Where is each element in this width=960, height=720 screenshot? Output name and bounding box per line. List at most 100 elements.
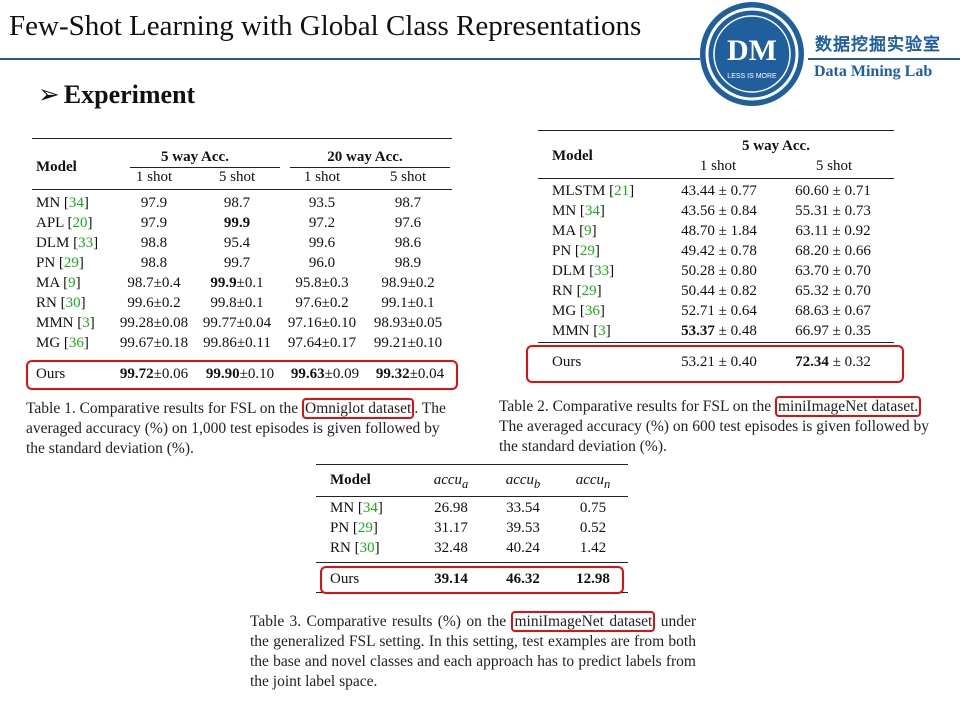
table1-cell: 98.6 [394,235,422,251]
table1-cell: 99.32±0.04 [375,366,445,382]
table1-cell: 97.9 [140,215,168,231]
table1-cell: 99.77±0.04 [202,315,272,331]
table1-cell: 97.64±0.17 [287,335,357,351]
model-name: RN [30] [330,540,380,556]
table2-cell: 53.37 ± 0.48 [681,323,757,339]
table1-cell: 99.6±0.2 [127,295,181,311]
table3-header-model: Model [330,472,371,488]
model-name: DLM [33] [552,263,615,279]
logo-tagline: LESS IS MORE [727,73,777,80]
table3-cell: 40.24 [506,540,540,556]
table2-cell: 55.31 ± 0.73 [795,203,871,219]
table2-cell: 53.21 ± 0.40 [681,354,757,370]
table1-cell: 99.28±0.08 [119,315,189,331]
model-name: PN [29] [552,243,600,259]
table2-cell: 68.20 ± 0.66 [795,243,871,259]
table1-cell: 99.7 [223,255,251,271]
miniimagenet-dataset-highlight-2: miniImageNet dataset [511,611,656,632]
table1-header-5way: 5 way Acc. [161,149,229,165]
table1-ours-highlight [26,360,458,390]
model-name: PN [29] [330,520,378,536]
model-name: MLSTM [21] [552,183,635,199]
table1-cell: 98.9 [394,255,422,271]
table2-subheader: 1 shot [699,158,737,174]
table3-generalized-fsl: Model accua accub accun MN [34] 26.98 33.5… [316,464,628,596]
table1-cell: 99.6 [308,235,336,251]
model-name: MN [34] [330,500,383,516]
lab-name-chinese: 数据挖掘实验室 [815,35,941,55]
table3-cell: 39.14 [434,571,468,587]
table2-cell: 65.32 ± 0.70 [795,283,871,299]
table3-cell: 39.53 [506,520,540,536]
table1-cell: 95.8±0.3 [295,275,349,291]
table3-header-accu-a: accua [433,472,469,491]
model-name: RN [30] [36,295,86,311]
table3-cell: 33.54 [506,500,540,516]
table1-cell: 99.90±0.10 [205,366,275,382]
table1-cell: 97.16±0.10 [287,315,357,331]
table1-cell: 99.67±0.18 [119,335,189,351]
table1-cell: 99.72±0.06 [119,366,189,382]
model-name: MMN [3] [36,315,95,331]
table1-model-name: Ours [36,366,66,382]
table3-header-accu-n: accun [575,472,611,491]
table2-header-5way: 5 way Acc. [742,138,810,154]
table1-subheader: 1 shot [135,169,173,185]
lab-name-english: Data Mining Lab [814,63,933,80]
arrow-bullet-icon: ➢ [38,80,60,110]
model-name: MA [9] [552,223,597,239]
section-heading-text: Experiment [63,80,196,109]
table1-header-20way: 20 way Acc. [327,149,403,165]
table2-cell: 60.60 ± 0.71 [795,183,871,199]
table3-cell: 26.98 [434,500,468,516]
table2-model-name: Ours [552,354,582,370]
table1-cell: 98.7±0.4 [127,275,181,291]
table2-miniimagenet: Model 5 way Acc. 1 shot 5 shot MLSTM [21… [538,130,894,380]
table1-cell: 99.63±0.09 [290,366,360,382]
table2-cell: 49.42 ± 0.78 [681,243,757,259]
model-name: DLM [33] [36,235,99,251]
table2-cell: 43.44 ± 0.77 [681,183,757,199]
table1-subheader: 1 shot [303,169,341,185]
table1-cell: 99.9±0.1 [210,275,264,291]
table1-cell: 98.7 [394,195,422,211]
model-name: MMN [3] [552,323,611,339]
omniglot-dataset-highlight: Omniglot dataset [302,398,415,419]
table3-cell: 1.42 [579,540,607,556]
table1-cell: 97.6 [394,215,422,231]
table3-cell: 12.98 [576,571,610,587]
table1-cell: 98.8 [140,255,168,271]
table3-cell: 0.75 [579,500,607,516]
miniimagenet-dataset-highlight: miniImageNet dataset. [775,396,922,417]
slide-title: Few-Shot Learning with Global Class Repr… [9,10,642,42]
table2-cell: 43.56 ± 0.84 [681,203,757,219]
table2-cell: 50.28 ± 0.80 [681,263,757,279]
table3-header-accu-b: accub [505,472,541,491]
table2-cell: 52.71 ± 0.64 [681,303,757,319]
table3-cell: 0.52 [579,520,607,536]
model-name: RN [29] [552,283,602,299]
model-name: MN [34] [552,203,605,219]
table1-cell: 99.21±0.10 [373,335,443,351]
table2-cell: 48.70 ± 1.84 [681,223,757,239]
dm-logo: DM LESS IS MORE [700,2,804,106]
table3-cell: 31.17 [434,520,468,536]
table2-cell: 68.63 ± 0.67 [795,303,871,319]
logo-text: DM [727,34,777,67]
table2-cell: 63.11 ± 0.92 [795,223,871,239]
table1-cell: 99.1±0.1 [381,295,435,311]
table1-cell: 97.9 [140,195,168,211]
model-name: MN [34] [36,195,89,211]
table2-header-model: Model [552,148,593,164]
model-name: MG [36] [552,303,605,319]
table1-cell: 95.4 [223,235,251,251]
table1-omniglot: Model 5 way Acc. 20 way Acc. 1 shot 5 sh… [32,138,452,398]
table1-cell: 97.2 [308,215,336,231]
table1-subheader: 5 shot [218,169,256,185]
model-name: MG [36] [36,335,89,351]
title-divider [0,58,700,60]
table1-cell: 98.8 [140,235,168,251]
table1-cell: 93.5 [308,195,336,211]
table1-cell: 99.86±0.11 [203,335,271,351]
table2-ours-highlight [526,345,904,383]
